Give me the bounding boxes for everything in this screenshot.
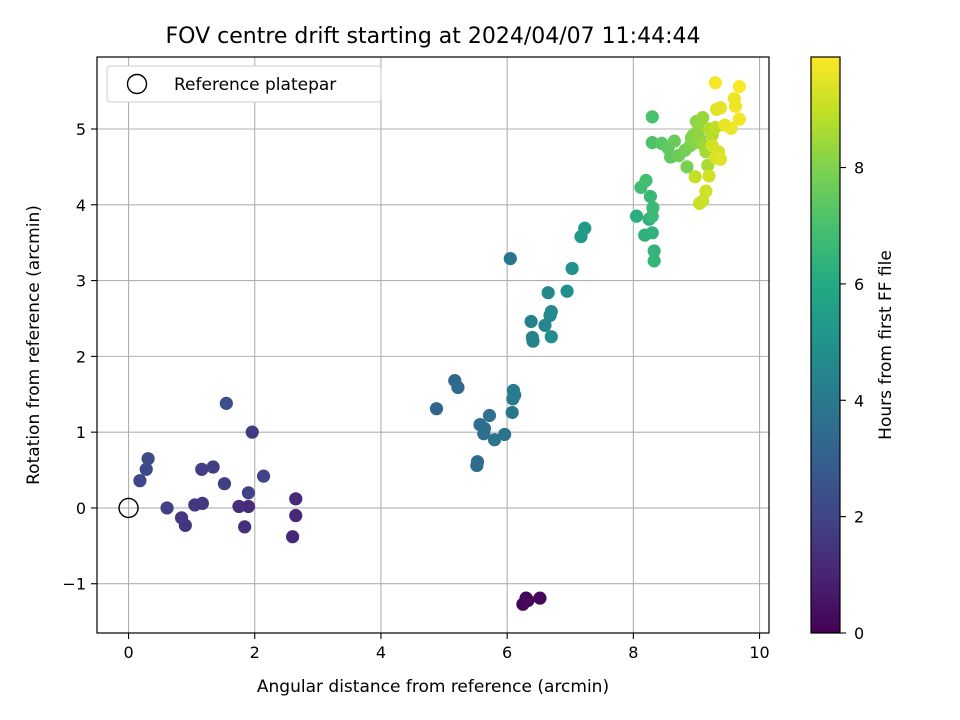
data-point: [645, 136, 659, 150]
colorbar-tick-label: 8: [854, 159, 864, 178]
data-point: [482, 408, 497, 423]
data-point: [629, 209, 644, 223]
data-point: [133, 474, 147, 488]
data-point: [470, 455, 485, 469]
reference-point-marker: [118, 497, 139, 519]
data-point: [217, 477, 232, 491]
chart-title: FOV centre drift starting at 2024/04/07 …: [166, 24, 701, 49]
data-point: [713, 152, 728, 166]
y-axis-label: Rotation from reference (arcmin): [24, 205, 44, 485]
plot-frame: [96, 56, 770, 634]
colorbar-frame: [810, 56, 841, 634]
data-point: [713, 101, 728, 115]
data-point: [732, 112, 746, 126]
data-point: [541, 286, 555, 300]
colorbar: 0 2 4 6 8 Hours from first FF file: [810, 56, 896, 643]
colorbar-ticks: 0 2 4 6 8: [840, 159, 864, 643]
data-point: [647, 254, 661, 268]
data-point: [195, 496, 209, 510]
data-point: [538, 318, 552, 332]
y-tick-label: 5: [76, 120, 86, 139]
data-point: [241, 499, 256, 514]
data-point: [141, 452, 155, 466]
x-axis-ticks: 0 2 4 6 8 10: [123, 633, 770, 662]
colorbar-tick-label: 2: [854, 508, 864, 527]
colorbar-label: Hours from first FF file: [876, 250, 896, 440]
data-point: [544, 305, 558, 319]
x-tick-label: 6: [502, 643, 512, 662]
colorbar-tick-label: 6: [854, 275, 864, 294]
data-point: [560, 284, 574, 298]
data-point: [732, 79, 746, 94]
y-tick-label: 4: [76, 196, 86, 215]
data-point: [699, 184, 713, 198]
y-tick-label: 3: [76, 272, 86, 291]
data-point: [688, 170, 702, 184]
legend: Reference platepar: [106, 65, 382, 103]
data-point: [503, 252, 517, 266]
data-point: [647, 244, 661, 258]
data-point: [238, 520, 252, 534]
data-point: [477, 421, 492, 435]
data-point: [526, 334, 540, 348]
x-tick-label: 10: [749, 643, 769, 662]
colorbar-tick-label: 0: [854, 624, 864, 643]
data-point: [639, 173, 653, 188]
data-point: [232, 499, 246, 514]
y-axis-ticks: −1 0 1 2 3 4 5: [62, 120, 97, 594]
data-point: [680, 160, 694, 174]
data-point: [646, 201, 660, 215]
data-point: [451, 380, 465, 395]
data-point: [498, 427, 512, 442]
legend-label: Reference platepar: [174, 75, 336, 95]
data-point: [245, 425, 259, 439]
data-point: [643, 189, 657, 204]
data-point: [533, 591, 547, 605]
data-point: [645, 226, 659, 240]
grid-lines: [97, 57, 769, 633]
data-point: [544, 330, 558, 344]
data-point: [667, 134, 681, 148]
data-point: [139, 462, 153, 476]
legend-box: [106, 65, 382, 103]
data-point: [696, 111, 710, 125]
x-tick-label: 0: [123, 643, 133, 662]
data-point: [241, 486, 256, 500]
x-tick-label: 2: [250, 643, 260, 662]
colorbar-gradient: [811, 57, 840, 633]
data-point: [724, 121, 738, 135]
data-points: [133, 76, 746, 611]
data-point: [505, 405, 519, 420]
data-point: [487, 433, 502, 447]
data-point: [521, 593, 535, 608]
data-point: [289, 508, 303, 523]
data-point: [565, 261, 579, 276]
data-point: [289, 492, 303, 506]
y-tick-label: 1: [76, 423, 86, 442]
data-point: [429, 402, 444, 416]
data-point: [508, 388, 522, 402]
colorbar-tick-label: 4: [854, 391, 864, 410]
y-tick-label: 2: [76, 347, 86, 366]
data-point: [195, 462, 209, 476]
data-point: [645, 110, 659, 124]
data-point: [160, 501, 174, 515]
data-point: [219, 396, 233, 410]
data-point: [702, 169, 716, 183]
x-tick-label: 4: [376, 643, 386, 662]
x-axis-label: Angular distance from reference (arcmin): [257, 677, 609, 697]
data-point: [174, 511, 189, 525]
data-point: [578, 221, 592, 235]
data-point: [256, 469, 271, 483]
data-point: [728, 99, 743, 113]
data-point: [708, 76, 722, 90]
data-point: [286, 530, 300, 544]
data-point: [524, 314, 538, 329]
y-tick-label: −1: [62, 575, 86, 594]
data-point: [206, 460, 220, 474]
x-tick-label: 8: [628, 643, 638, 662]
y-tick-label: 0: [76, 499, 86, 518]
legend-marker-icon: [126, 73, 148, 95]
